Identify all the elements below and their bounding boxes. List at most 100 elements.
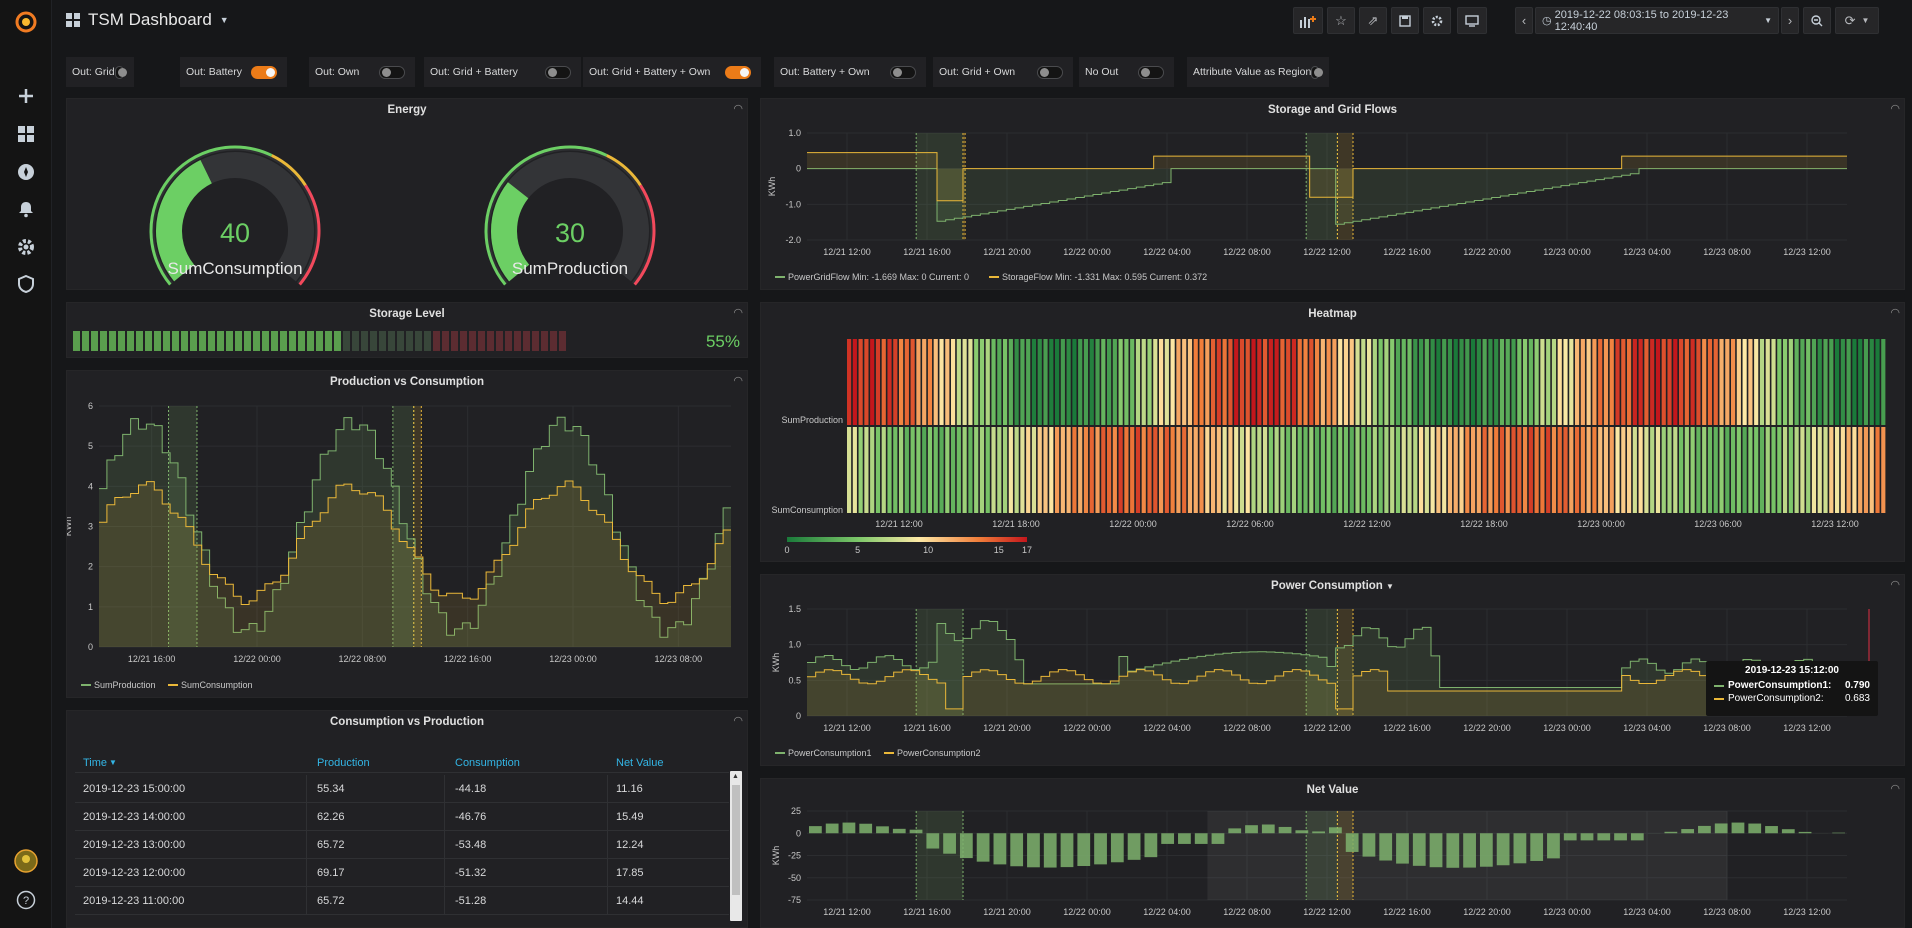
panel-menu-icon[interactable]: ◠ [1890,307,1900,319]
series-line-powerconsumption2 [807,669,1847,710]
add-panel-icon [1300,15,1316,28]
heatmap-cell [1823,339,1828,425]
toggle-switch[interactable] [890,65,916,79]
heatmap-cell [1505,339,1510,425]
heatmap-cell [1609,427,1614,513]
x-tick-label: 12/23 06:00 [1694,519,1742,529]
heatmap-cell [951,427,956,513]
toggle-out-grid[interactable]: Out: Grid [66,57,134,87]
time-forward-button[interactable]: › [1781,7,1799,34]
time-range-picker[interactable]: ◷ 2019-12-22 08:03:15 to 2019-12-23 12:4… [1535,7,1779,34]
toggle-out-battery-own[interactable]: Out: Battery + Own [774,57,926,87]
grafana-logo-icon[interactable] [10,6,42,38]
heatmap-cell [1066,339,1071,425]
heatmap-cell [933,427,938,513]
toggle-out-grid-battery-own[interactable]: Out: Grid + Battery + Own [583,57,761,87]
col-header-consumption[interactable]: Consumption [455,756,520,769]
panel-menu-icon[interactable]: ◠ [1890,783,1900,795]
heatmap-cell [1655,339,1661,425]
explore-icon[interactable] [10,156,42,188]
table-row[interactable]: 2019-12-23 15:00:00 55.34 -44.18 11.16 [75,775,729,803]
prod-vs-cons-chart[interactable]: 6 5 4 3 2 1 0 12/21 16:00 12/22 00:00 12/22 08:00… [67,371,747,697]
tv-mode-button[interactable] [1457,7,1487,34]
heatmap-cell [1401,427,1406,513]
net-value-bar [1144,833,1158,858]
panel-menu-icon[interactable]: ◠ [1890,103,1900,115]
col-header-time[interactable]: Time ▼ [75,753,307,772]
time-range-text: 2019-12-22 08:03:15 to 2019-12-23 12:40:… [1554,8,1729,33]
table-row[interactable]: 2019-12-23 13:00:00 65.72 -53.48 12.24 [75,831,729,859]
toggle-out-grid-own[interactable]: Out: Grid + Own [933,57,1073,87]
net-value-chart[interactable]: 25 0 -25 -50 -75 12/21 12:00 12/21 16:00 12/21 … [761,779,1904,927]
toggle-out-own[interactable]: Out: Own [309,57,415,87]
heatmap-cell [1875,339,1880,425]
table-title: Consumption vs Production [330,716,484,728]
heatmap-cell [1661,339,1666,425]
toggle-switch[interactable] [725,65,751,79]
heatmap-cell [887,339,892,425]
table-row[interactable]: 2019-12-23 12:00:00 69.17 -51.32 17.85 [75,859,729,887]
toggle-switch[interactable] [114,65,128,79]
table-row[interactable]: 2019-12-23 14:00:00 62.26 -46.76 15.49 [75,803,729,831]
heatmap-chart[interactable]: SumProduction SumConsumption 12/21 12:00 12… [761,303,1904,561]
add-panel-button[interactable] [1293,7,1323,34]
net-value-bar [1412,833,1426,866]
panel-menu-icon[interactable]: ◠ [733,307,743,319]
table-row[interactable]: 2019-12-23 11:00:00 65.72 -51.28 14.44 [75,887,729,915]
toggle-attribute-value-as-region[interactable]: Attribute Value as Region [1187,57,1329,87]
net-value-bar [876,826,889,834]
help-icon[interactable]: ? [10,884,42,916]
heatmap-cell [1078,339,1083,425]
heatmap-cell [910,427,915,513]
toggle-switch[interactable] [1138,65,1164,79]
panel-menu-icon[interactable]: ◠ [733,103,743,115]
toggle-no-out[interactable]: No Out [1079,57,1174,87]
storage-segment [325,331,332,351]
toggle-switch[interactable] [1037,65,1063,79]
dashboards-icon[interactable] [10,118,42,150]
heatmap-cell [1118,339,1123,425]
zoom-out-button[interactable] [1803,7,1831,34]
net-value-bar [1731,822,1745,834]
shield-icon[interactable] [10,268,42,300]
heatmap-cell [985,427,990,513]
refresh-button[interactable]: ⟳ ▼ [1835,7,1879,34]
toggle-out-battery[interactable]: Out: Battery [180,57,287,87]
power-consumption-chart[interactable]: 1.5 1.0 0.5 0 12/21 12:00 12/21 16:00 12/21 20… [761,575,1904,765]
panel-menu-icon[interactable]: ◠ [733,715,743,727]
share-button[interactable]: ⇗ [1359,7,1387,34]
annotation-region [963,133,966,240]
panel-menu-icon[interactable]: ◠ [1890,579,1900,591]
net-value-bar [976,833,990,862]
storage-flows-chart[interactable]: 1.0 0 -1.0 -2.0 12/21 12:00 12/21 16:00 12/21 … [761,99,1904,289]
heatmap-cell [1124,427,1129,513]
annotation-region [1306,133,1338,240]
col-header-production[interactable]: Production [317,756,370,769]
table-scrollbar[interactable]: ▲ [730,771,742,921]
toggle-switch[interactable] [545,65,571,79]
heatmap-cell [1580,427,1585,513]
time-back-button[interactable]: ‹ [1515,7,1533,34]
net-value-bar [1765,826,1778,834]
net-value-bar [1748,823,1762,834]
toggle-out-grid-battery[interactable]: Out: Grid + Battery [424,57,581,87]
toggle-switch[interactable] [251,65,277,79]
plus-icon[interactable] [10,80,42,112]
scroll-up-icon[interactable]: ▲ [732,773,739,780]
dashboard-title[interactable]: TSM Dashboard ▼ [66,10,229,30]
scroll-thumb[interactable] [732,785,740,895]
gear-icon[interactable] [10,231,42,263]
heatmap-cell [1049,427,1054,513]
save-button[interactable] [1391,7,1419,34]
avatar[interactable] [10,845,42,877]
toggle-switch[interactable] [1311,65,1323,79]
bell-icon[interactable] [10,193,42,225]
toggle-switch[interactable] [379,65,405,79]
star-button[interactable]: ☆ [1327,7,1355,34]
settings-button[interactable] [1423,7,1451,34]
panel-menu-icon[interactable]: ◠ [733,375,743,387]
col-header-net-value[interactable]: Net Value [616,756,664,769]
x-tick-label: 12/22 20:00 [1463,907,1511,917]
power-consumption-title[interactable]: Power Consumption ▼ [761,580,1904,592]
heatmap-cell [997,339,1002,425]
